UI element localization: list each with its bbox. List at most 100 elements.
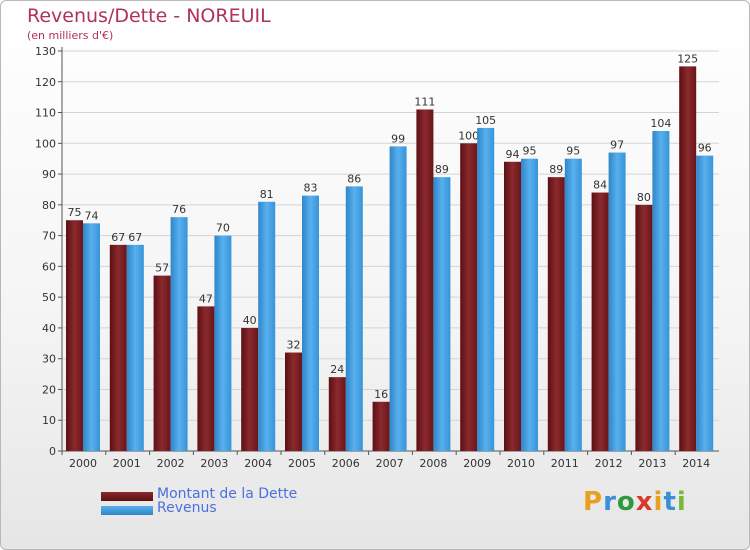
data-label-revenus: 67	[128, 231, 142, 244]
bar-revenus	[477, 127, 495, 451]
bar-revenus	[83, 223, 100, 451]
logo-letter: i	[676, 487, 687, 517]
data-label-revenus: 74	[85, 209, 99, 222]
x-tick-label: 2010	[507, 457, 535, 470]
x-tick-label: 2002	[157, 457, 185, 470]
y-tick-label: 60	[42, 260, 56, 273]
data-label-dette: 100	[458, 129, 479, 142]
bar-dette	[109, 244, 127, 451]
data-label-revenus: 95	[566, 145, 580, 158]
data-label-revenus: 86	[347, 172, 361, 185]
data-label-revenus: 97	[610, 139, 624, 152]
y-tick-label: 70	[42, 230, 56, 243]
data-label-revenus: 105	[475, 114, 496, 127]
y-tick-label: 90	[42, 168, 56, 181]
logo-letter: o	[616, 487, 636, 517]
bar-dette	[460, 143, 478, 452]
logo-letter: P	[583, 487, 604, 517]
y-tick-label: 80	[42, 199, 56, 212]
data-label-dette: 111	[414, 95, 435, 108]
bar-revenus	[170, 217, 188, 451]
x-tick-label: 2001	[113, 457, 141, 470]
data-label-revenus: 96	[698, 142, 712, 155]
data-label-revenus: 104	[650, 117, 671, 130]
data-label-dette: 16	[374, 388, 388, 401]
x-tick-label: 2011	[551, 457, 579, 470]
data-label-revenus: 95	[523, 145, 537, 158]
y-tick-label: 0	[49, 445, 56, 458]
legend-label-revenus: Revenus	[157, 500, 217, 516]
data-label-dette: 94	[506, 148, 520, 161]
y-tick-label: 20	[42, 383, 56, 396]
chart-subtitle: (en milliers d'€)	[27, 29, 114, 42]
x-tick-label: 2008	[419, 457, 447, 470]
logo-letter: t	[663, 487, 677, 517]
bar-revenus	[214, 235, 232, 451]
bar-dette	[372, 401, 390, 451]
bar-dette	[416, 109, 434, 451]
bar-revenus	[126, 244, 144, 451]
data-label-dette: 84	[593, 179, 607, 192]
data-label-dette: 75	[68, 206, 82, 219]
logo-letter: x	[635, 487, 654, 517]
bar-dette	[547, 177, 565, 451]
bar-revenus	[433, 177, 451, 451]
data-label-dette: 89	[549, 163, 563, 176]
x-tick-label: 2014	[682, 457, 710, 470]
bar-dette	[679, 66, 697, 451]
bar-dette	[285, 352, 302, 451]
data-label-dette: 57	[155, 262, 169, 275]
bar-dette	[153, 275, 171, 451]
bar-dette	[328, 377, 346, 451]
x-tick-label: 2003	[200, 457, 228, 470]
legend-label-dette: Montant de la Dette	[157, 486, 298, 502]
data-label-revenus: 81	[260, 188, 274, 201]
bar-revenus	[608, 152, 626, 452]
bar-dette	[591, 192, 609, 452]
bar-revenus	[696, 155, 714, 451]
data-label-dette: 125	[677, 52, 698, 65]
data-label-revenus: 83	[304, 182, 318, 195]
bar-revenus	[389, 146, 407, 451]
x-tick-label: 2005	[288, 457, 316, 470]
proxiti-logo: Proxiti	[583, 487, 687, 517]
y-tick-label: 30	[42, 353, 56, 366]
bar-revenus	[345, 186, 363, 451]
chart-title: Revenus/Dette - NOREUIL	[27, 5, 271, 27]
y-tick-label: 50	[42, 291, 56, 304]
y-tick-label: 110	[35, 107, 56, 120]
logo-letter: r	[603, 487, 617, 517]
y-tick-label: 100	[35, 137, 56, 150]
logo-letter: i	[653, 487, 664, 517]
bar-dette	[66, 220, 83, 451]
x-tick-label: 2012	[595, 457, 623, 470]
x-tick-label: 2007	[376, 457, 404, 470]
data-label-dette: 67	[111, 231, 125, 244]
bar-revenus	[564, 158, 582, 451]
data-label-dette: 80	[637, 191, 651, 204]
x-tick-label: 2004	[244, 457, 272, 470]
bar-revenus	[302, 195, 319, 451]
data-label-dette: 24	[330, 363, 344, 376]
x-tick-label: 2000	[69, 457, 97, 470]
y-tick-label: 120	[35, 76, 56, 89]
y-tick-label: 40	[42, 322, 56, 335]
data-label-revenus: 76	[172, 203, 186, 216]
data-label-revenus: 99	[391, 132, 405, 145]
data-label-revenus: 89	[435, 163, 449, 176]
data-label-dette: 40	[243, 314, 257, 327]
data-label-dette: 47	[199, 292, 213, 305]
bar-dette	[504, 161, 521, 451]
bar-dette	[241, 327, 259, 451]
bar-dette	[197, 306, 215, 451]
data-label-revenus: 70	[216, 222, 230, 235]
y-tick-label: 130	[35, 45, 56, 58]
bar-revenus	[652, 131, 670, 451]
y-tick-label: 10	[42, 414, 56, 427]
x-tick-label: 2006	[332, 457, 360, 470]
x-tick-label: 2013	[638, 457, 666, 470]
legend-swatch-revenus	[101, 506, 153, 515]
bar-revenus	[258, 201, 276, 451]
